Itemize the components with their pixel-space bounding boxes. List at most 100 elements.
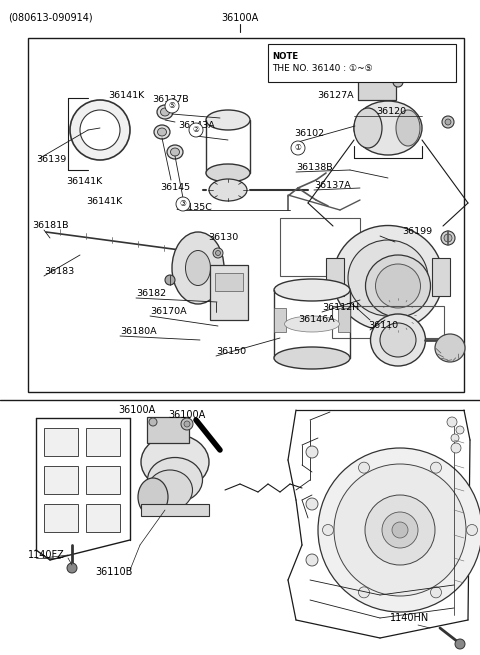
Circle shape — [455, 639, 465, 649]
Ellipse shape — [333, 225, 443, 331]
Ellipse shape — [154, 125, 170, 139]
Text: 36141K: 36141K — [108, 92, 144, 100]
Ellipse shape — [274, 279, 350, 301]
Text: 36137B: 36137B — [152, 96, 189, 105]
Text: ①: ① — [295, 143, 301, 153]
Text: 36110B: 36110B — [95, 567, 132, 577]
Bar — [358, 76, 396, 100]
Circle shape — [382, 512, 418, 548]
Ellipse shape — [354, 101, 422, 155]
Ellipse shape — [373, 263, 403, 293]
Ellipse shape — [172, 232, 224, 304]
Circle shape — [306, 446, 318, 458]
Circle shape — [445, 119, 451, 125]
Text: 36120: 36120 — [376, 107, 406, 117]
Circle shape — [442, 116, 454, 128]
Text: 36146A: 36146A — [298, 316, 335, 324]
Text: ⑤: ⑤ — [168, 102, 175, 111]
Text: 36199: 36199 — [402, 227, 432, 236]
Circle shape — [447, 417, 457, 427]
Bar — [44, 466, 78, 494]
Ellipse shape — [170, 148, 180, 156]
Ellipse shape — [157, 105, 173, 119]
Text: 36135C: 36135C — [175, 204, 212, 212]
Circle shape — [181, 418, 193, 430]
Text: 36181B: 36181B — [32, 221, 69, 231]
Circle shape — [359, 587, 370, 598]
Bar — [44, 428, 78, 456]
Ellipse shape — [147, 457, 203, 502]
Text: 36170A: 36170A — [150, 307, 187, 316]
Circle shape — [451, 434, 459, 442]
Text: 36100A: 36100A — [168, 410, 205, 420]
Text: 36127A: 36127A — [317, 92, 354, 100]
Text: 36141K: 36141K — [66, 178, 102, 187]
Text: 36183: 36183 — [44, 267, 74, 276]
Ellipse shape — [157, 128, 167, 136]
Circle shape — [451, 443, 461, 453]
Ellipse shape — [274, 347, 350, 369]
Ellipse shape — [285, 316, 339, 332]
Ellipse shape — [365, 255, 431, 317]
Text: THE NO. 36140 : ①~⑤: THE NO. 36140 : ①~⑤ — [272, 64, 373, 73]
Ellipse shape — [380, 323, 416, 357]
Text: 36141K: 36141K — [86, 198, 122, 206]
Text: 1140HN: 1140HN — [390, 613, 429, 623]
Text: 1140FZ: 1140FZ — [28, 550, 65, 560]
Ellipse shape — [354, 108, 382, 148]
Bar — [44, 504, 78, 532]
Bar — [280, 218, 360, 276]
Ellipse shape — [185, 250, 211, 286]
Ellipse shape — [138, 478, 168, 516]
Bar — [86, 428, 120, 456]
Bar — [268, 44, 456, 82]
Bar — [86, 466, 120, 494]
Ellipse shape — [375, 264, 420, 308]
Text: 36145: 36145 — [160, 183, 190, 193]
Ellipse shape — [147, 470, 192, 510]
Text: ②: ② — [192, 126, 199, 134]
Circle shape — [444, 234, 452, 242]
Text: 36137A: 36137A — [314, 181, 351, 191]
Text: NOTE: NOTE — [272, 52, 298, 61]
Text: 36182: 36182 — [136, 290, 166, 299]
Circle shape — [456, 426, 464, 434]
Circle shape — [213, 248, 223, 258]
Bar — [147, 417, 189, 443]
Circle shape — [165, 99, 179, 113]
Circle shape — [431, 462, 442, 473]
Ellipse shape — [206, 164, 250, 182]
Text: 36112H: 36112H — [322, 303, 359, 312]
Text: 36100A: 36100A — [221, 13, 259, 23]
Ellipse shape — [141, 434, 209, 489]
Circle shape — [80, 110, 120, 150]
Ellipse shape — [371, 314, 425, 366]
Circle shape — [431, 587, 442, 598]
Text: ③: ③ — [180, 200, 186, 208]
Text: (080613-090914): (080613-090914) — [8, 13, 93, 23]
Circle shape — [189, 123, 203, 137]
Bar — [432, 258, 450, 296]
Text: 36110: 36110 — [368, 322, 398, 331]
Bar — [215, 273, 243, 291]
Bar — [332, 306, 444, 338]
Circle shape — [467, 525, 478, 536]
Text: 36138B: 36138B — [296, 164, 333, 172]
Bar — [338, 308, 350, 332]
Circle shape — [165, 275, 175, 285]
Circle shape — [216, 250, 220, 255]
Text: 36100A: 36100A — [118, 405, 155, 415]
Bar — [274, 308, 286, 332]
Circle shape — [291, 141, 305, 155]
Circle shape — [334, 464, 466, 596]
Circle shape — [323, 525, 334, 536]
Ellipse shape — [209, 179, 247, 201]
Text: 36180A: 36180A — [120, 328, 156, 337]
Ellipse shape — [206, 110, 250, 130]
Circle shape — [70, 100, 130, 160]
Circle shape — [392, 522, 408, 538]
Circle shape — [441, 231, 455, 245]
Ellipse shape — [396, 110, 420, 146]
Text: 36139: 36139 — [36, 155, 66, 164]
Bar — [141, 504, 209, 516]
